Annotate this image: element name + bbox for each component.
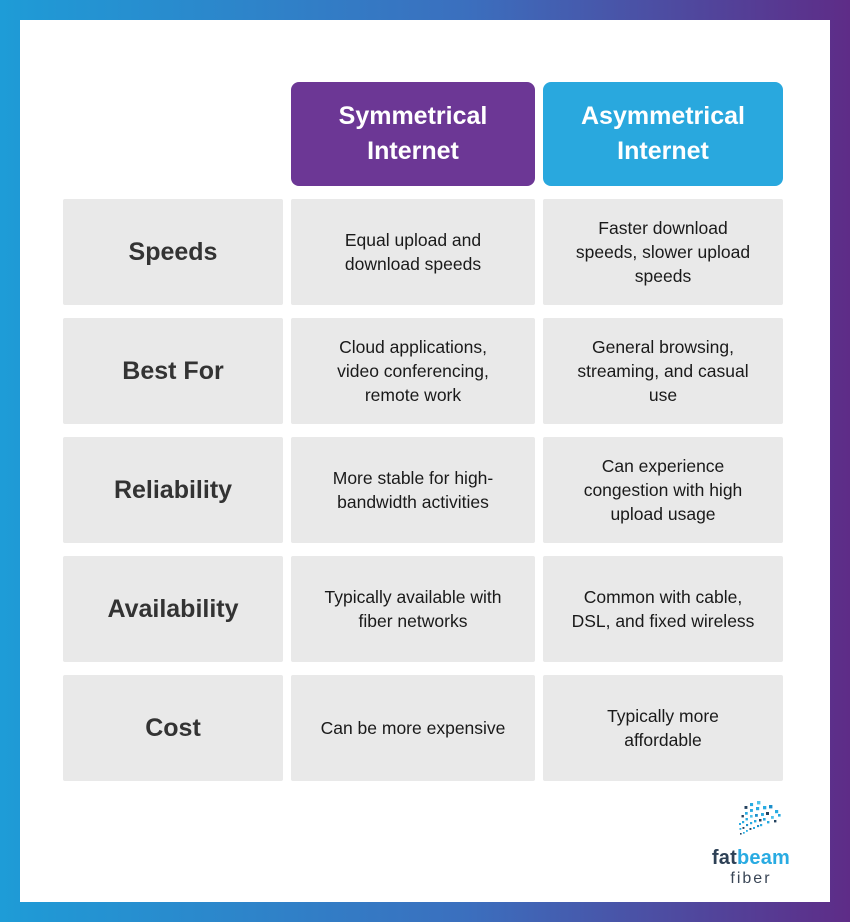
row-label-best-for: Best For bbox=[63, 318, 283, 424]
cell-best-for-symmetrical: Cloud applications, video conferencing, … bbox=[291, 318, 535, 424]
logo-text-fat: fat bbox=[711, 847, 737, 869]
row-label-availability: Availability bbox=[63, 556, 283, 662]
cell-reliability-symmetrical: More stable for high-bandwidth activitie… bbox=[291, 437, 535, 543]
comparison-table: Symmetrical Internet Asymmetrical Intern… bbox=[63, 82, 783, 781]
logo-text-fiber: fiber bbox=[730, 870, 772, 887]
row-label-reliability: Reliability bbox=[63, 437, 283, 543]
cell-best-for-asymmetrical: General browsing, streaming, and casual … bbox=[543, 318, 783, 424]
cell-cost-asymmetrical: Typically more affordable bbox=[543, 675, 783, 781]
cell-cost-symmetrical: Can be more expensive bbox=[291, 675, 535, 781]
column-header-asymmetrical: Asymmetrical Internet bbox=[543, 82, 783, 186]
row-label-speeds: Speeds bbox=[63, 199, 283, 305]
cell-reliability-asymmetrical: Can experience congestion with high uplo… bbox=[543, 437, 783, 543]
header-spacer bbox=[63, 82, 283, 186]
cell-availability-symmetrical: Typically available with fiber networks bbox=[291, 556, 535, 662]
logo-wordmark: fatbeam bbox=[712, 847, 790, 870]
dot-spray-icon bbox=[738, 801, 781, 835]
row-label-cost: Cost bbox=[63, 675, 283, 781]
logo-text-beam: beam bbox=[736, 847, 790, 869]
column-header-symmetrical: Symmetrical Internet bbox=[291, 82, 535, 186]
fatbeam-logo: fatbeam fiber bbox=[712, 801, 790, 888]
infographic-canvas: Symmetrical Internet Asymmetrical Intern… bbox=[20, 20, 830, 902]
cell-speeds-symmetrical: Equal upload and download speeds bbox=[291, 199, 535, 305]
cell-speeds-asymmetrical: Faster download speeds, slower upload sp… bbox=[543, 199, 783, 305]
cell-availability-asymmetrical: Common with cable, DSL, and fixed wirele… bbox=[543, 556, 783, 662]
